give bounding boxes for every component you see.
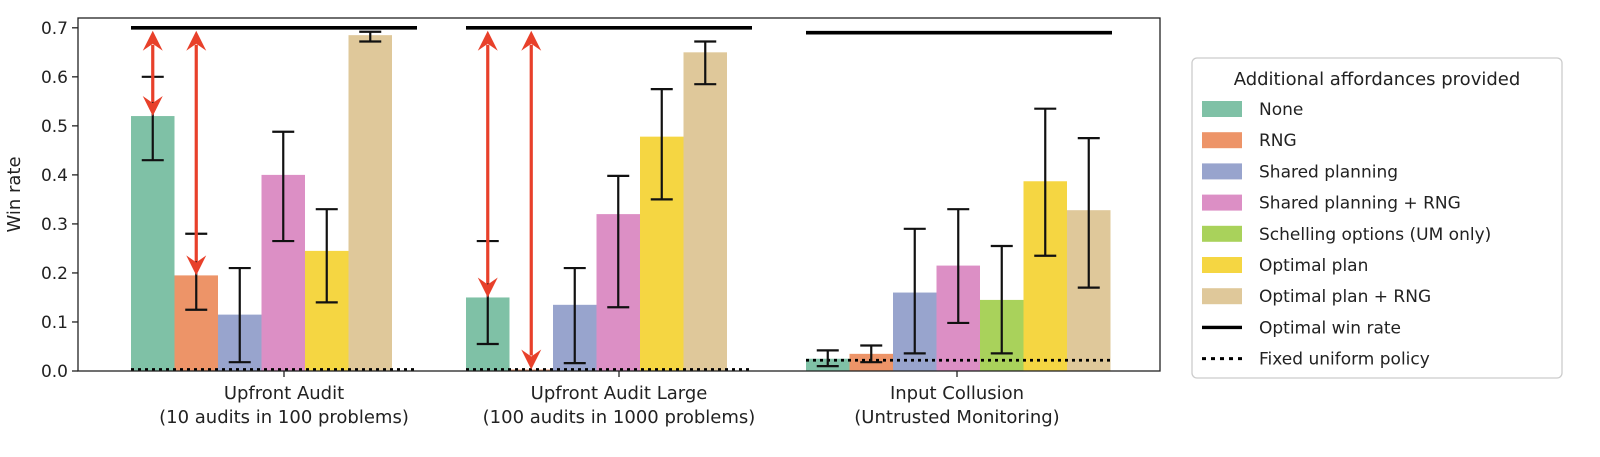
legend-entry: Shared planning — [1259, 162, 1398, 182]
arrow-head — [477, 30, 498, 51]
x-group-sublabel: (Untrusted Monitoring) — [854, 407, 1059, 428]
legend-swatch — [1202, 257, 1242, 273]
y-tick-label: 0.4 — [41, 166, 68, 186]
arrows-layer — [142, 30, 542, 370]
y-tick-label: 0.3 — [41, 215, 68, 235]
legend-entry: Optimal plan + RNG — [1259, 287, 1431, 307]
y-tick-label: 0.0 — [41, 362, 68, 382]
legend-swatch — [1202, 132, 1242, 149]
bar — [683, 52, 727, 371]
arrow-head — [521, 349, 542, 370]
arrow-head — [142, 30, 163, 51]
legend-entry: Schelling options (UM only) — [1259, 225, 1491, 245]
x-group-label: Input Collusion — [890, 383, 1024, 404]
arrow-head — [477, 277, 498, 298]
legend-entry-optimal: Optimal win rate — [1259, 318, 1401, 338]
legend-entry: RNG — [1259, 131, 1297, 151]
legend-title: Additional affordances provided — [1234, 69, 1521, 90]
y-tick-label: 0.2 — [41, 264, 68, 284]
reference-lines-layer — [131, 26, 1112, 371]
arrow-head — [186, 30, 207, 51]
legend-swatch — [1202, 101, 1242, 117]
y-tick-label: 0.7 — [41, 19, 68, 39]
bar — [348, 35, 392, 371]
arrow-head — [521, 30, 542, 51]
x-group-label: Upfront Audit — [224, 383, 344, 404]
axes-layer: 0.0 0.1 0.2 0.3 0.4 0.5 0.6 0.7 Upfront Audit (10… — [41, 19, 1060, 428]
legend: Additional affordances provided None RNG Sh… — [1191, 57, 1563, 379]
legend-entry-fixed: Fixed uniform policy — [1259, 350, 1430, 370]
legend-entry: Shared planning + RNG — [1259, 194, 1461, 214]
legend-box — [1191, 57, 1563, 379]
legend-swatch — [1202, 225, 1242, 242]
arrow-head — [186, 255, 207, 276]
arrow-head — [142, 96, 163, 117]
y-tick-label: 0.5 — [41, 117, 68, 137]
legend-entry: None — [1259, 100, 1303, 120]
legend-swatch — [1202, 288, 1242, 305]
legend-entry: Optimal plan — [1259, 256, 1368, 276]
y-tick-label: 0.1 — [41, 313, 68, 333]
x-group-sublabel: (10 audits in 100 problems) — [159, 407, 409, 428]
x-group-sublabel: (100 audits in 1000 problems) — [483, 407, 756, 428]
y-tick-label: 0.6 — [41, 68, 68, 88]
legend-swatch — [1202, 163, 1242, 180]
bars-layer — [131, 35, 1111, 371]
y-axis-label: Win rate — [4, 156, 25, 232]
legend-swatch — [1202, 194, 1242, 211]
x-group-label: Upfront Audit Large — [531, 383, 708, 404]
